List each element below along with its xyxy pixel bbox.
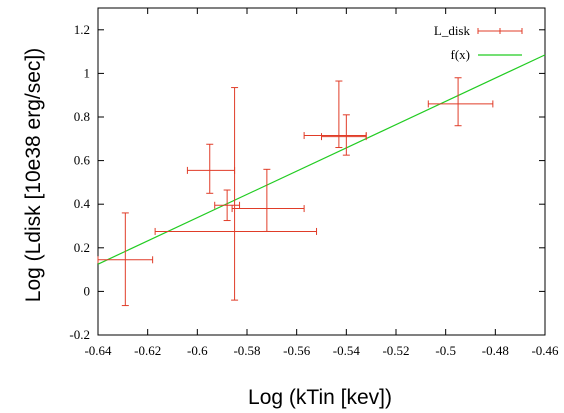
x-tick-label: -0.64 [84, 343, 112, 358]
data-point [97, 212, 154, 307]
x-tick-label: -0.56 [283, 343, 311, 358]
y-axis: -0.2 0 0.2 0.4 0.6 0.8 1 1.2 [69, 22, 545, 342]
x-axis: -0.64 -0.62 -0.6 -0.58 -0.56 -0.54 -0.52 -0.5 -0… [84, 8, 559, 358]
data-point [214, 189, 241, 222]
y-tick-label: 1.2 [74, 22, 90, 37]
plot-border [97, 7, 546, 336]
data-points-layer [97, 77, 494, 307]
data-point [303, 80, 367, 149]
x-tick-label: -0.48 [482, 343, 509, 358]
data-point [321, 114, 367, 156]
legend: L_disk f(x) [434, 23, 523, 62]
x-tick-label: -0.5 [435, 343, 456, 358]
data-point [154, 87, 318, 301]
fit-line [97, 54, 546, 265]
x-tick-label: -0.54 [333, 343, 361, 358]
x-tick-label: -0.58 [233, 343, 260, 358]
y-tick-label: 1 [84, 65, 91, 80]
y-axis-title: Log (Ldisk [10e38 erg/sec]) [22, 48, 45, 302]
x-tick-label: -0.62 [134, 343, 161, 358]
data-point [186, 143, 236, 194]
y-tick-label: 0.8 [74, 109, 90, 124]
data-point [231, 168, 305, 232]
x-tick-label: -0.52 [382, 343, 409, 358]
plot-frame [97, 7, 546, 336]
legend-label-fx: f(x) [451, 47, 471, 62]
y-tick-label: -0.2 [69, 327, 90, 342]
legend-label-l-disk: L_disk [434, 23, 471, 38]
x-tick-label: -0.46 [531, 343, 559, 358]
x-tick-label: -0.6 [187, 343, 208, 358]
y-tick-label: 0.2 [74, 240, 90, 255]
data-point [427, 77, 494, 127]
y-tick-label: 0.4 [74, 196, 91, 211]
y-tick-label: 0 [84, 283, 91, 298]
x-axis-title: Log (kTin [kev]) [248, 386, 392, 409]
fit-line-layer [97, 54, 546, 265]
y-tick-label: 0.6 [74, 153, 91, 168]
